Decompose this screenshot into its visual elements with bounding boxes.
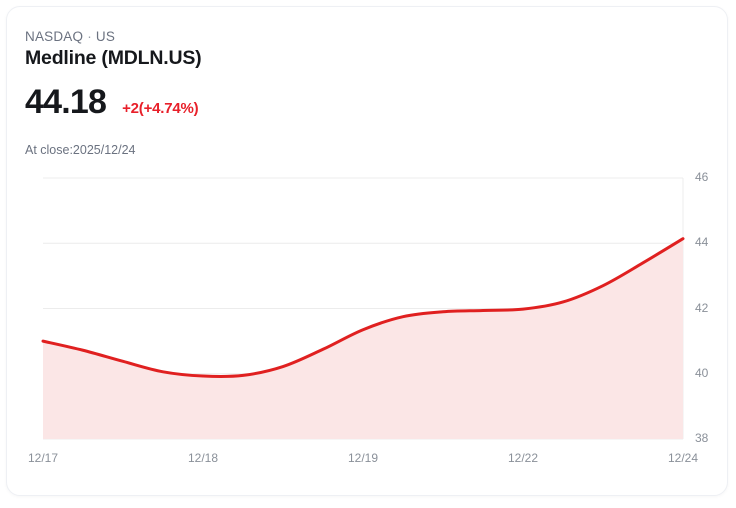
price-row: 44.18 +2(+4.74%) [25,83,199,121]
x-axis-tick-label: 12/19 [347,451,379,465]
y-axis-tick-label: 44 [695,235,709,250]
x-axis-tick-label: 12/17 [27,451,59,465]
x-axis-tick-label: 12/18 [187,451,219,465]
x-axis-tick-label: 12/22 [507,451,539,465]
chart-area-fill [43,238,683,439]
chart-gridlines [43,177,684,440]
y-axis-tick-label: 38 [695,431,709,445]
price-value: 44.18 [25,83,107,121]
exchange-name: NASDAQ [25,29,84,44]
price-change: +2(+4.74%) [122,100,199,117]
exchange-region-line: NASDAQ · US [25,29,115,44]
x-axis-tick-label: 12/24 [667,451,699,465]
separator-dot: · [87,29,92,44]
page-title: Medline (MDLN.US) [25,47,202,69]
price-chart: 46 44 42 40 38 12/17 12/18 12/19 12/22 12/24 [7,7,727,495]
chart-line [41,237,685,379]
chart-svg [41,177,685,440]
y-axis-tick-label: 46 [695,170,709,184]
region-label: US [95,29,116,44]
y-axis-tick-label: 40 [695,365,709,380]
stock-quote-card: NASDAQ · US Medline (MDLN.US) 44.18 +2(+4.… [6,6,728,496]
market-status-note: At close:2025/12/24 [25,143,136,157]
y-axis-tick-label: 42 [695,300,709,315]
